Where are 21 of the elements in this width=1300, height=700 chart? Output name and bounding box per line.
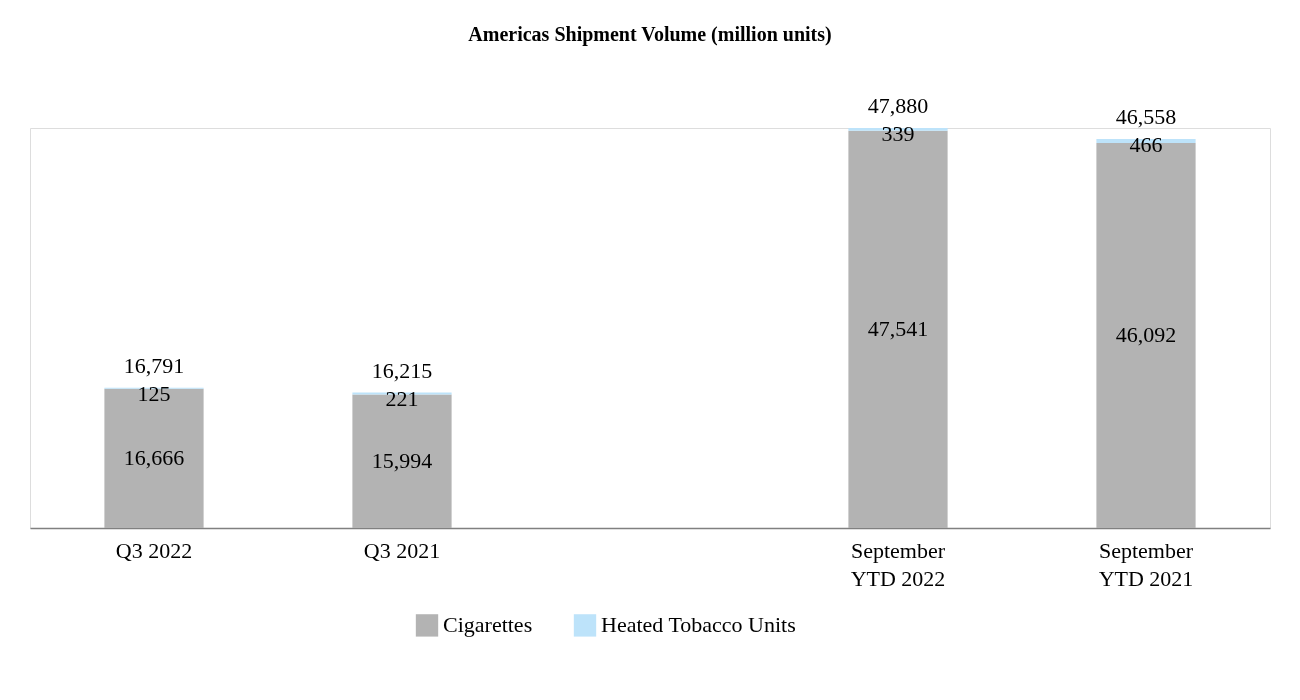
bar [352, 394, 452, 528]
x-tick-label: September YTD 2021 [1098, 537, 1194, 591]
data-label: 16,666 [123, 445, 185, 471]
data-label: 466 [1129, 132, 1163, 158]
data-label: 46,092 [1115, 322, 1177, 348]
legend-label: Heated Tobacco Units [601, 612, 796, 638]
total-label: 47,880 [867, 93, 929, 118]
chart-title: Americas Shipment Volume (million units) [468, 23, 832, 46]
data-label: 15,994 [371, 448, 433, 474]
x-tick-label: Q3 2022 [115, 537, 193, 563]
x-tick-label: Q3 2021 [363, 537, 441, 563]
data-label: 125 [137, 380, 171, 406]
x-tick-label: September YTD 2022 [850, 537, 946, 591]
data-label: 47,541 [867, 316, 929, 342]
legend-label: Cigarettes [443, 612, 533, 638]
total-label: 46,558 [1115, 104, 1177, 130]
bar [104, 388, 204, 528]
total-label: 16,215 [371, 357, 433, 383]
data-label: 339 [881, 121, 915, 146]
total-label: 16,791 [123, 352, 185, 378]
data-label: 221 [385, 385, 419, 411]
